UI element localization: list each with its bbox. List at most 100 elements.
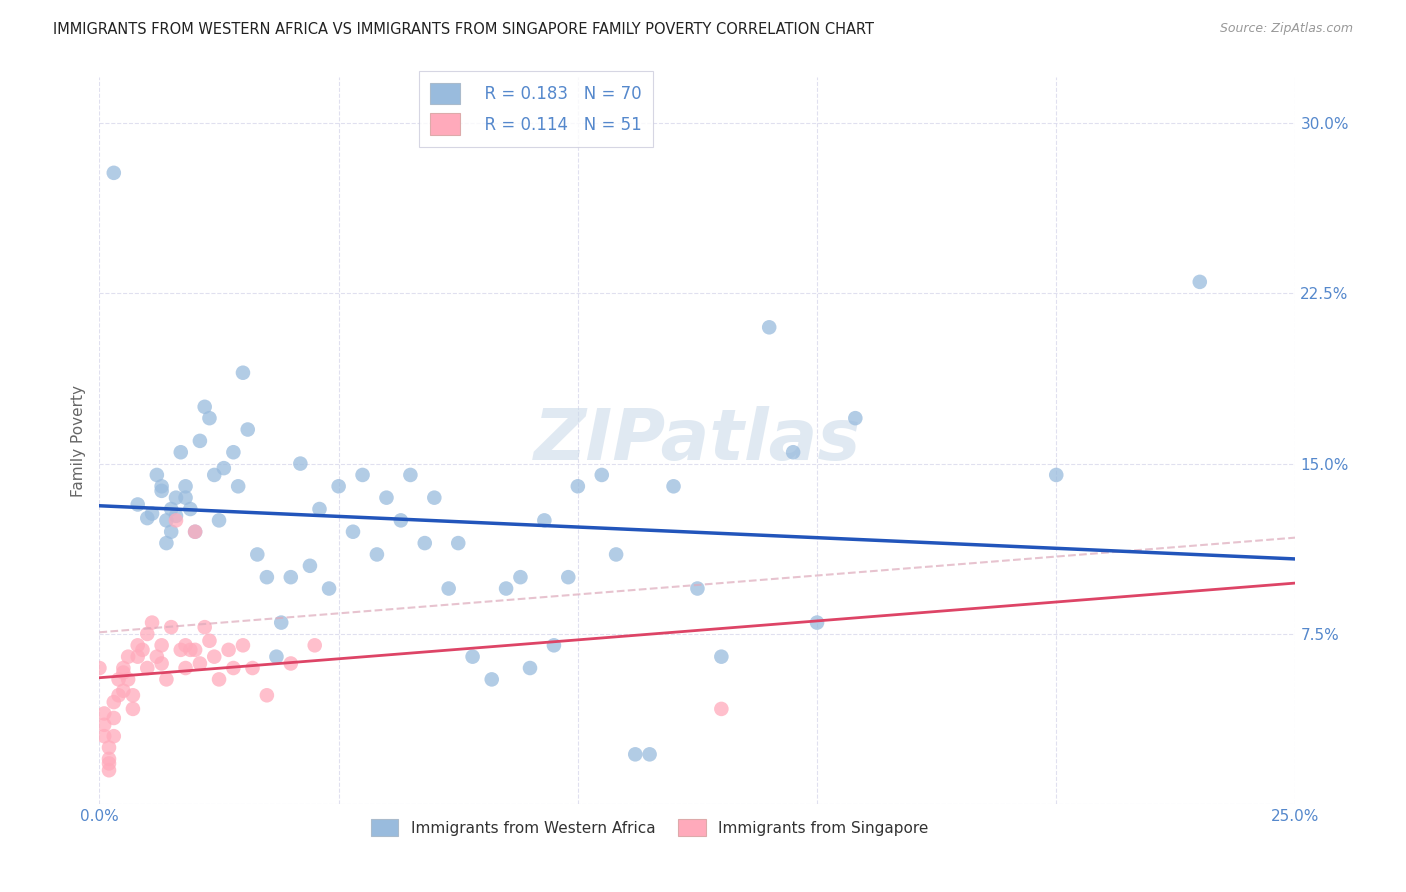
Point <box>437 582 460 596</box>
Point <box>89 661 111 675</box>
Point <box>150 479 173 493</box>
Point <box>543 638 565 652</box>
Point <box>375 491 398 505</box>
Point <box>160 524 183 539</box>
Point <box>136 661 159 675</box>
Point <box>298 558 321 573</box>
Point <box>179 502 201 516</box>
Point <box>212 461 235 475</box>
Point <box>155 513 177 527</box>
Point <box>127 498 149 512</box>
Point <box>122 688 145 702</box>
Point <box>304 638 326 652</box>
Point <box>141 507 163 521</box>
Point <box>179 643 201 657</box>
Point <box>155 536 177 550</box>
Point <box>290 457 312 471</box>
Point <box>103 711 125 725</box>
Point <box>98 752 121 766</box>
Point <box>131 643 153 657</box>
Point <box>270 615 292 630</box>
Point <box>389 513 412 527</box>
Point <box>117 673 139 687</box>
Point <box>256 570 278 584</box>
Point <box>112 661 135 675</box>
Point <box>150 483 173 498</box>
Point <box>184 524 207 539</box>
Point <box>174 479 197 493</box>
Point <box>222 445 245 459</box>
Point <box>98 764 121 778</box>
Point <box>232 638 254 652</box>
Point <box>112 683 135 698</box>
Point <box>605 548 627 562</box>
Point <box>122 702 145 716</box>
Point <box>710 649 733 664</box>
Point <box>222 661 245 675</box>
Point <box>103 166 125 180</box>
Point <box>591 467 613 482</box>
Text: Source: ZipAtlas.com: Source: ZipAtlas.com <box>1219 22 1353 36</box>
Point <box>150 657 173 671</box>
Point <box>141 615 163 630</box>
Point <box>782 445 804 459</box>
Point <box>208 673 231 687</box>
Point <box>226 479 249 493</box>
Point <box>160 620 183 634</box>
Point <box>481 673 503 687</box>
Point <box>136 627 159 641</box>
Point <box>266 649 288 664</box>
Point <box>93 706 115 721</box>
Point <box>519 661 541 675</box>
Point <box>202 649 225 664</box>
Point <box>423 491 446 505</box>
Point <box>98 740 121 755</box>
Point <box>127 649 149 664</box>
Point <box>174 638 197 652</box>
Point <box>188 657 211 671</box>
Point <box>198 633 221 648</box>
Point <box>194 620 217 634</box>
Point <box>413 536 436 550</box>
Point <box>103 695 125 709</box>
Point <box>567 479 589 493</box>
Point <box>686 582 709 596</box>
Point <box>352 467 374 482</box>
Point <box>188 434 211 448</box>
Point <box>461 649 484 664</box>
Point <box>710 702 733 716</box>
Point <box>174 491 197 505</box>
Point <box>533 513 555 527</box>
Point <box>150 638 173 652</box>
Point <box>246 548 269 562</box>
Point <box>112 665 135 680</box>
Point <box>136 511 159 525</box>
Point <box>198 411 221 425</box>
Point <box>242 661 264 675</box>
Point <box>662 479 685 493</box>
Point <box>236 423 259 437</box>
Point <box>155 673 177 687</box>
Point <box>107 673 129 687</box>
Point <box>107 688 129 702</box>
Point <box>399 467 422 482</box>
Point <box>170 643 193 657</box>
Point <box>844 411 866 425</box>
Point <box>117 649 139 664</box>
Point <box>165 513 187 527</box>
Point <box>160 502 183 516</box>
Point <box>165 491 187 505</box>
Point <box>184 643 207 657</box>
Point <box>447 536 470 550</box>
Point <box>170 445 193 459</box>
Point <box>366 548 388 562</box>
Point <box>256 688 278 702</box>
Point <box>165 508 187 523</box>
Point <box>758 320 780 334</box>
Point <box>624 747 647 762</box>
Text: IMMIGRANTS FROM WESTERN AFRICA VS IMMIGRANTS FROM SINGAPORE FAMILY POVERTY CORRE: IMMIGRANTS FROM WESTERN AFRICA VS IMMIGR… <box>53 22 875 37</box>
Point <box>318 582 340 596</box>
Point <box>146 467 169 482</box>
Y-axis label: Family Poverty: Family Poverty <box>72 384 86 497</box>
Point <box>557 570 579 584</box>
